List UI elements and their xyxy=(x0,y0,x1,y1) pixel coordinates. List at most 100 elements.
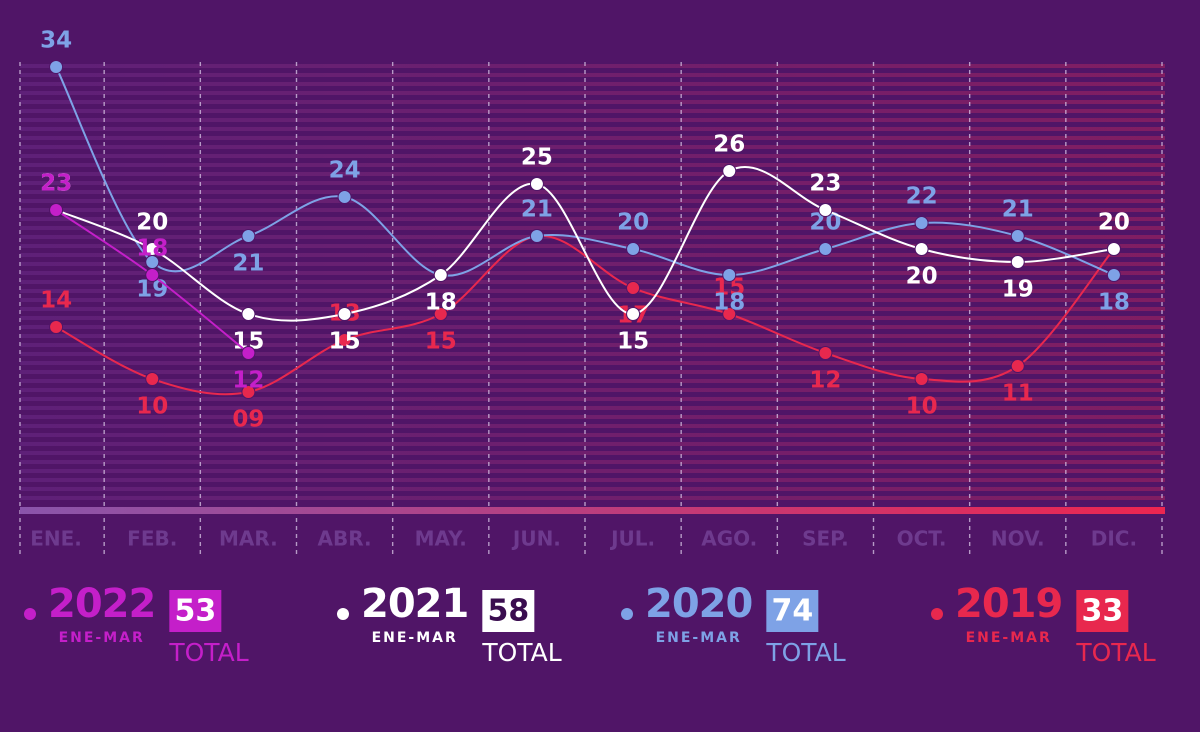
data-label: 23 xyxy=(40,171,72,197)
stripe xyxy=(20,100,1165,104)
data-point xyxy=(337,307,352,321)
data-point xyxy=(49,60,64,74)
legend-dot xyxy=(24,608,36,620)
legend-total: 58 xyxy=(487,594,529,629)
data-label: 12 xyxy=(232,368,264,394)
x-tick-label: FEB. xyxy=(127,527,177,551)
data-label: 20 xyxy=(136,210,168,236)
legend-total-label: TOTAL xyxy=(1075,638,1155,667)
stripe xyxy=(20,163,1165,167)
stripe xyxy=(20,181,1165,185)
stripe xyxy=(20,406,1165,410)
stripe xyxy=(20,253,1165,257)
stripe xyxy=(20,208,1165,212)
stripe xyxy=(20,307,1165,311)
data-label: 34 xyxy=(40,28,72,54)
data-label: 15 xyxy=(425,329,457,355)
stripe xyxy=(20,469,1165,473)
legend-total: 53 xyxy=(174,594,216,629)
legend-dot xyxy=(337,608,349,620)
legend-total: 33 xyxy=(1081,594,1123,629)
data-point xyxy=(49,320,64,334)
data-label: 20 xyxy=(906,264,938,290)
data-label: 09 xyxy=(232,407,264,433)
baseline xyxy=(20,507,1165,514)
x-tick-label: JUN. xyxy=(511,527,561,551)
data-point xyxy=(433,268,448,282)
data-point xyxy=(337,190,352,204)
data-label: 26 xyxy=(713,132,745,158)
data-point xyxy=(1010,229,1025,243)
legend-year: 2021 xyxy=(361,581,468,627)
x-tick-label: ABR. xyxy=(318,527,372,551)
data-point xyxy=(241,385,256,399)
stripe xyxy=(20,352,1165,356)
data-label: 18 xyxy=(1098,290,1130,316)
data-label: 21 xyxy=(521,197,553,223)
data-point xyxy=(529,177,544,191)
stripe xyxy=(20,388,1165,392)
data-point xyxy=(818,346,833,360)
data-point xyxy=(626,242,641,256)
legend-period: ENE-MAR xyxy=(656,630,742,646)
legend-total-box xyxy=(766,590,819,632)
stripe xyxy=(20,262,1165,266)
data-label: 18 xyxy=(136,236,168,262)
data-point xyxy=(1106,268,1121,282)
data-point xyxy=(722,164,737,178)
x-tick-label: DIC. xyxy=(1091,527,1137,551)
stripe xyxy=(20,190,1165,194)
x-tick-label: JUL. xyxy=(609,527,655,551)
stripe xyxy=(20,460,1165,464)
data-point xyxy=(818,242,833,256)
stripe xyxy=(20,226,1165,230)
data-label: 10 xyxy=(906,394,938,420)
x-tick-label: NOV. xyxy=(991,527,1045,551)
legend-total: 74 xyxy=(771,594,813,629)
data-label: 21 xyxy=(1002,197,1034,223)
data-label: 24 xyxy=(329,158,361,184)
stripe xyxy=(20,91,1165,95)
stripe xyxy=(20,433,1165,437)
data-point xyxy=(529,229,544,243)
data-label: 25 xyxy=(521,145,553,171)
legend-total-box xyxy=(482,590,535,632)
data-label: 19 xyxy=(1002,277,1034,303)
data-point xyxy=(626,281,641,295)
data-point xyxy=(241,307,256,321)
stripe xyxy=(20,415,1165,419)
x-tick-label: OCT. xyxy=(897,527,947,551)
legend-period: ENE-MAR xyxy=(59,630,145,646)
legend-period: ENE-MAR xyxy=(966,630,1052,646)
stripe xyxy=(20,154,1165,158)
data-point xyxy=(145,268,160,282)
x-tick-label: SEP. xyxy=(802,527,849,551)
stripe xyxy=(20,478,1165,482)
legend-year: 2019 xyxy=(955,581,1062,627)
data-point xyxy=(49,203,64,217)
stripe xyxy=(20,334,1165,338)
data-label: 20 xyxy=(617,210,649,236)
stripe xyxy=(20,82,1165,86)
stripe xyxy=(20,442,1165,446)
stripe xyxy=(20,325,1165,329)
data-point xyxy=(241,229,256,243)
data-point xyxy=(1106,242,1121,256)
data-label: 22 xyxy=(906,184,938,210)
data-point xyxy=(1010,255,1025,269)
data-point xyxy=(433,307,448,321)
legend-total-label: TOTAL xyxy=(168,638,248,667)
legend-year: 2022 xyxy=(48,581,155,627)
data-point xyxy=(722,268,737,282)
data-label: 23 xyxy=(40,171,72,197)
stripes xyxy=(19,62,1165,555)
legend-total-box xyxy=(169,590,222,632)
stripe xyxy=(20,343,1165,347)
stripe xyxy=(20,127,1165,131)
data-label: 21 xyxy=(232,251,264,277)
stripe xyxy=(20,361,1165,365)
stripe xyxy=(20,136,1165,140)
data-point xyxy=(914,242,929,256)
data-label: 20 xyxy=(1098,210,1130,236)
